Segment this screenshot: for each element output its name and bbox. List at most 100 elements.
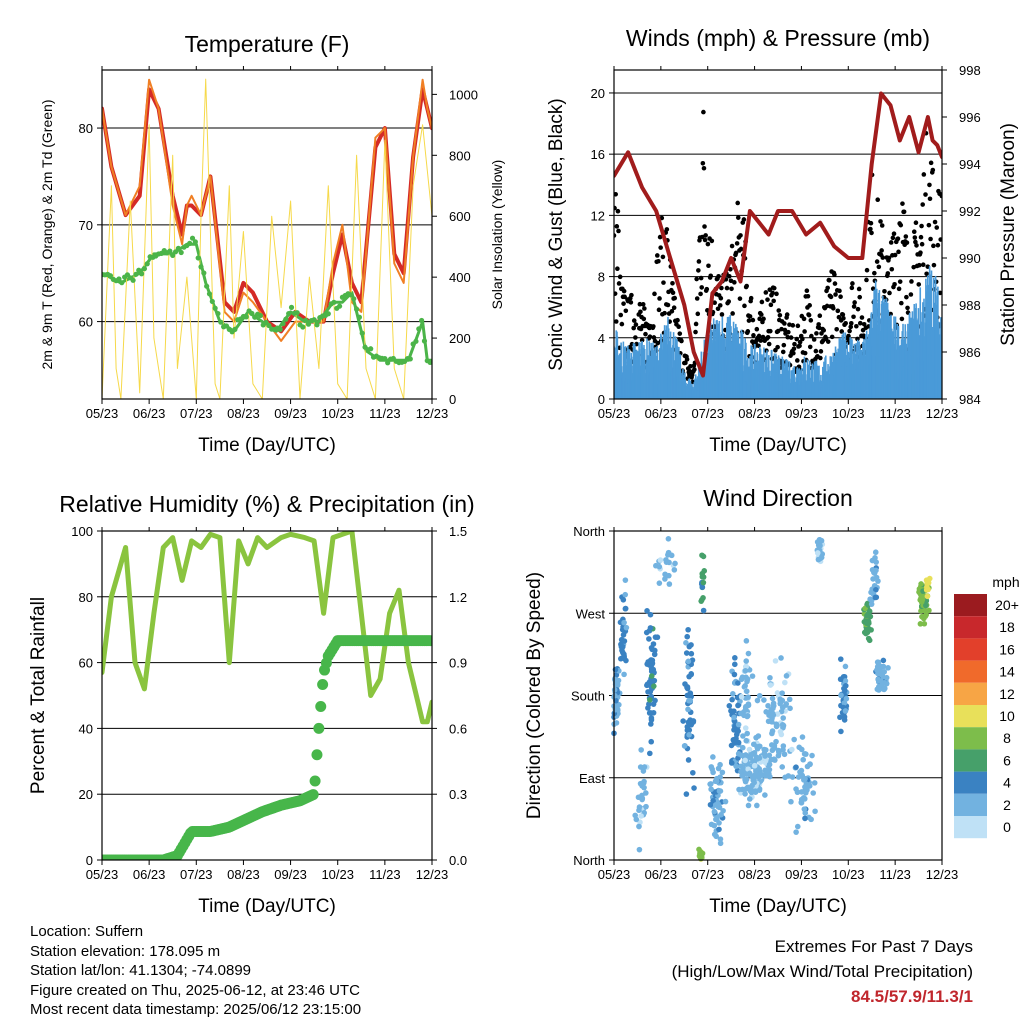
legend-label: 6 bbox=[1003, 752, 1011, 768]
direction-point bbox=[753, 754, 760, 761]
direction-point bbox=[708, 764, 715, 770]
gust-point bbox=[693, 329, 698, 335]
gust-point bbox=[920, 262, 926, 268]
direction-point bbox=[748, 789, 755, 796]
x-tick-label: 08/23 bbox=[738, 406, 771, 421]
gust-point bbox=[695, 311, 701, 317]
direction-point bbox=[798, 796, 805, 803]
direction-point bbox=[874, 667, 880, 673]
direction-point bbox=[877, 663, 884, 670]
y2-tick-label: 800 bbox=[449, 148, 471, 163]
gust-point bbox=[879, 248, 884, 253]
dewpoint-point bbox=[368, 346, 374, 352]
direction-point bbox=[686, 732, 692, 738]
gust-point bbox=[887, 290, 892, 296]
y-axis-label: Percent & Total Rainfall bbox=[28, 597, 49, 794]
x-axis-label: Time (Day/UTC) bbox=[709, 435, 847, 456]
direction-point bbox=[717, 840, 724, 847]
gust-point bbox=[855, 306, 861, 312]
gust-point bbox=[698, 275, 704, 281]
direction-point bbox=[793, 764, 799, 770]
gust-point bbox=[898, 222, 904, 228]
gust-point bbox=[735, 200, 741, 206]
gust-point bbox=[813, 348, 819, 354]
gust-point bbox=[735, 215, 741, 220]
gust-point bbox=[770, 290, 775, 296]
gust-point bbox=[737, 296, 743, 301]
gust-point bbox=[809, 333, 814, 339]
x-tick-label: 11/23 bbox=[879, 406, 911, 421]
dewpoint-point bbox=[119, 280, 125, 286]
plot-border bbox=[101, 530, 433, 861]
direction-point bbox=[714, 775, 720, 782]
direction-point bbox=[730, 691, 736, 697]
legend-label: 2 bbox=[1003, 797, 1011, 813]
gust-point bbox=[775, 344, 780, 350]
dewpoint-point bbox=[413, 338, 419, 344]
direction-point bbox=[716, 820, 722, 826]
gust-point bbox=[833, 292, 838, 297]
x-tick-label: 06/23 bbox=[645, 406, 678, 421]
gust-point bbox=[660, 254, 666, 260]
gust-point bbox=[930, 167, 936, 173]
dewpoint-point bbox=[266, 322, 272, 329]
x-axis-label: Time (Day/UTC) bbox=[709, 896, 847, 917]
direction-point bbox=[663, 557, 669, 563]
gust-point bbox=[704, 286, 710, 292]
gust-point bbox=[729, 286, 734, 292]
gust-point bbox=[857, 294, 863, 300]
dewpoint-point bbox=[325, 311, 331, 317]
x-tick-label: 07/23 bbox=[180, 867, 213, 882]
gust-point bbox=[918, 234, 924, 240]
dewpoint-point bbox=[139, 271, 145, 277]
x-tick-label: 09/23 bbox=[274, 867, 307, 882]
gust-point bbox=[664, 227, 670, 232]
gust-point bbox=[628, 300, 634, 305]
dewpoint-point bbox=[209, 298, 215, 305]
direction-point bbox=[722, 798, 729, 805]
dewpoint-point bbox=[311, 317, 317, 323]
direction-point bbox=[635, 794, 642, 801]
gust-point bbox=[703, 233, 708, 238]
gust-point bbox=[765, 334, 771, 340]
y-tick-label: 40 bbox=[79, 721, 93, 736]
gust-point bbox=[733, 250, 739, 256]
dewpoint-point bbox=[353, 306, 360, 312]
direction-point bbox=[873, 587, 879, 593]
direction-point bbox=[875, 676, 881, 683]
direction-point bbox=[681, 743, 688, 749]
gust-point bbox=[642, 306, 647, 311]
direction-point bbox=[754, 802, 760, 809]
y-tick-label: 80 bbox=[79, 590, 93, 605]
gust-point bbox=[656, 307, 662, 313]
direction-point bbox=[657, 557, 664, 563]
gust-point bbox=[932, 219, 938, 225]
y2-tick-label: 990 bbox=[959, 251, 981, 266]
direction-point bbox=[636, 823, 642, 830]
dewpoint-point bbox=[283, 316, 289, 322]
dewpoint-point bbox=[116, 276, 122, 282]
gust-point bbox=[719, 312, 725, 317]
direction-point bbox=[613, 678, 619, 685]
direction-point bbox=[712, 802, 719, 808]
y2-tick-label: 0.6 bbox=[449, 721, 467, 736]
gust-point bbox=[828, 294, 834, 300]
gust-point bbox=[872, 270, 877, 276]
direction-point bbox=[803, 781, 810, 787]
gust-point bbox=[651, 324, 656, 329]
gust-point bbox=[745, 329, 751, 334]
direction-point bbox=[789, 774, 796, 780]
direction-point bbox=[881, 669, 888, 675]
gust-point bbox=[744, 283, 749, 289]
dewpoint-point bbox=[249, 310, 255, 317]
gust-point bbox=[919, 241, 925, 247]
gust-point bbox=[702, 237, 708, 243]
gust-point bbox=[920, 202, 925, 207]
gust-point bbox=[617, 274, 623, 280]
gust-point bbox=[614, 319, 619, 324]
direction-point bbox=[755, 733, 762, 739]
humidity-line bbox=[102, 531, 432, 725]
direction-point bbox=[842, 682, 849, 689]
gust-point bbox=[730, 311, 735, 316]
direction-point bbox=[716, 826, 722, 833]
